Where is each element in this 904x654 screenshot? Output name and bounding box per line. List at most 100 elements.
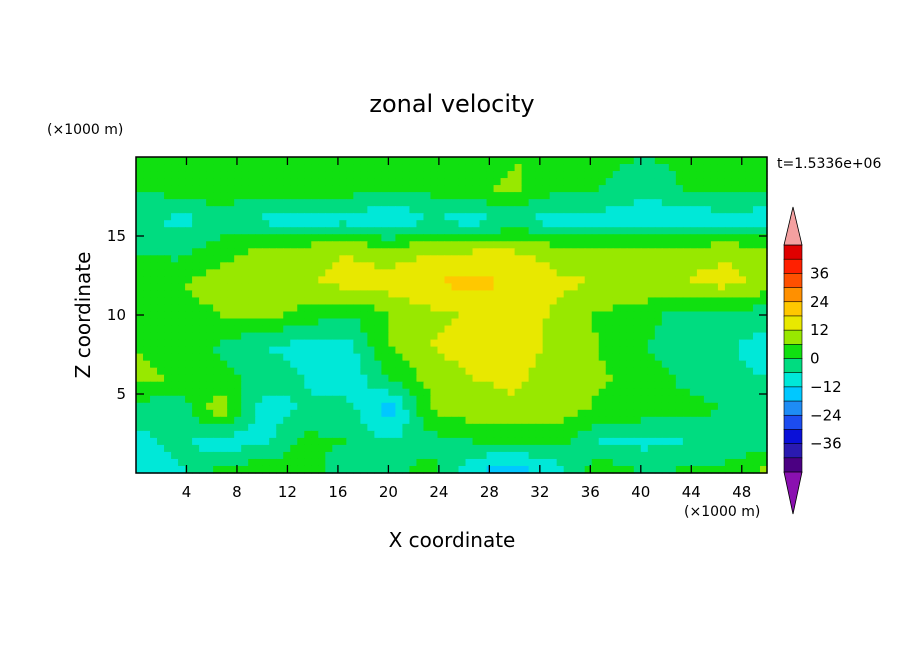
- field-cell: [416, 227, 425, 235]
- field-cell: [283, 395, 291, 404]
- field-cell: [367, 374, 375, 383]
- field-cell: [332, 192, 340, 200]
- field-cell: [199, 325, 207, 334]
- colorbar-swatch: [783, 414, 803, 431]
- field-cell: [318, 360, 326, 369]
- field-cell: [374, 395, 382, 404]
- field-cell: [605, 185, 614, 193]
- field-cell: [374, 409, 382, 418]
- field-cell: [528, 353, 537, 362]
- field-cell: [164, 206, 172, 214]
- field-cell: [661, 199, 670, 207]
- field-cell: [696, 297, 705, 306]
- field-cell: [717, 346, 726, 355]
- field-cell: [486, 220, 495, 228]
- field-cell: [136, 255, 144, 263]
- field-cell: [668, 199, 677, 207]
- field-cell: [759, 458, 768, 467]
- field-cell: [451, 178, 460, 186]
- field-cell: [255, 164, 263, 172]
- field-cell: [710, 360, 719, 369]
- field-cell: [346, 444, 354, 453]
- x-unit-label: (×1000 m): [684, 504, 760, 520]
- field-cell: [255, 199, 263, 207]
- field-cell: [150, 269, 158, 277]
- field-cell: [367, 402, 375, 411]
- field-cell: [395, 423, 404, 432]
- field-cell: [647, 178, 656, 186]
- field-cell: [500, 360, 509, 369]
- field-cell: [675, 353, 684, 362]
- field-cell: [682, 164, 691, 172]
- field-cell: [479, 297, 488, 306]
- field-cell: [325, 444, 333, 453]
- field-cell: [745, 416, 754, 425]
- field-cell: [486, 157, 495, 165]
- field-cell: [185, 206, 193, 214]
- field-cell: [416, 206, 425, 214]
- field-cell: [283, 206, 291, 214]
- field-cell: [703, 157, 712, 165]
- field-cell: [577, 213, 586, 221]
- field-cell: [535, 416, 544, 425]
- field-cell: [451, 311, 460, 320]
- field-cell: [437, 227, 446, 235]
- field-cell: [759, 220, 768, 228]
- field-cell: [255, 157, 263, 165]
- field-cell: [374, 220, 382, 228]
- field-cell: [738, 381, 747, 390]
- field-cell: [521, 297, 530, 306]
- field-cell: [297, 213, 305, 221]
- field-cell: [626, 185, 635, 193]
- field-cell: [528, 213, 537, 221]
- field-cell: [689, 430, 698, 439]
- field-cell: [381, 262, 389, 270]
- field-cell: [556, 423, 565, 432]
- field-cell: [591, 325, 600, 334]
- field-cell: [605, 409, 614, 418]
- field-cell: [458, 220, 467, 228]
- field-cell: [136, 304, 144, 313]
- field-cell: [157, 353, 165, 362]
- field-cell: [325, 234, 333, 242]
- field-cell: [563, 269, 572, 277]
- field-cell: [395, 367, 404, 376]
- colorbar-swatch: [783, 329, 803, 345]
- field-cell: [423, 199, 432, 207]
- field-cell: [752, 178, 761, 186]
- field-cell: [318, 206, 326, 214]
- field-cell: [353, 318, 361, 327]
- field-cell: [360, 451, 368, 460]
- field-cell: [493, 353, 502, 362]
- field-cell: [178, 437, 186, 446]
- field-cell: [682, 234, 691, 242]
- field-cell: [185, 346, 193, 355]
- field-cell: [612, 458, 621, 467]
- field-cell: [605, 262, 614, 270]
- field-cell: [304, 381, 312, 390]
- colorbar-over-arrow: [783, 206, 803, 246]
- field-cell: [423, 381, 432, 390]
- field-cell: [234, 297, 242, 306]
- field-cell: [220, 388, 228, 397]
- field-cell: [458, 304, 467, 313]
- field-cell: [640, 367, 649, 376]
- field-cell: [164, 269, 172, 277]
- field-cell: [262, 171, 270, 179]
- field-cell: [304, 255, 312, 263]
- field-cell: [143, 192, 151, 200]
- field-cell: [241, 262, 249, 270]
- field-cell: [297, 255, 305, 263]
- field-cell: [500, 297, 509, 306]
- field-cell: [703, 185, 712, 193]
- field-cell: [542, 227, 551, 235]
- field-cell: [633, 171, 642, 179]
- field-cell: [661, 444, 670, 453]
- field-cell: [759, 199, 768, 207]
- field-cell: [283, 437, 291, 446]
- field-cell: [458, 248, 467, 256]
- field-cell: [416, 171, 425, 179]
- field-cell: [535, 360, 544, 369]
- field-cell: [717, 227, 726, 235]
- field-cell: [136, 276, 144, 284]
